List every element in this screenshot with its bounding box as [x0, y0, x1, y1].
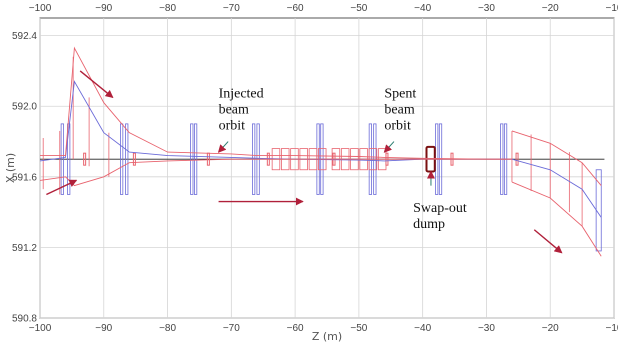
axis-ticks: −100 −100 −90 −90 −80 −80 −70 −70 −60 −60 −50 −50 −4…	[12, 3, 618, 334]
y-axis-title: X (m)	[4, 153, 17, 183]
corrector-element	[515, 152, 519, 166]
direction-arrow	[79, 70, 114, 99]
series-line	[511, 130, 602, 186]
x-axis-title: Z (m)	[312, 330, 342, 343]
quad-element	[194, 123, 198, 195]
x-tick-label-top: −50	[350, 3, 367, 14]
x-tick-label-top: −20	[542, 3, 559, 14]
annotation-line: Spent	[384, 86, 416, 101]
series-line	[40, 46, 512, 160]
series-line	[511, 181, 602, 257]
y-tick-label: 591.6	[12, 172, 37, 183]
x-tick-label: −20	[542, 323, 559, 334]
x-tick-label-top: −80	[159, 3, 176, 14]
x-tick-label: −40	[414, 323, 431, 334]
x-tick-label-top: −60	[287, 3, 304, 14]
x-tick-label: −100	[29, 323, 52, 334]
x-tick-label: −70	[223, 323, 240, 334]
x-tick-label: −80	[159, 323, 176, 334]
x-tick-label: −50	[350, 323, 367, 334]
annotation-line: Swap-out	[413, 201, 467, 216]
grid	[39, 18, 615, 319]
x-tick-label: −90	[95, 323, 112, 334]
series-lines	[39, 46, 602, 257]
annotation-line: beam	[384, 102, 414, 117]
y-tick-label: 592.4	[12, 31, 37, 42]
annotation-line: dump	[413, 217, 445, 232]
annotation-label: Swap-out dump	[413, 201, 467, 232]
corrector-element	[132, 152, 136, 166]
x-tick-label-top: −70	[223, 3, 240, 14]
x-tick-label: −30	[478, 323, 495, 334]
y-tick-label: 592.0	[12, 102, 37, 113]
x-tick-label-top: −40	[414, 3, 431, 14]
plot-frame	[39, 17, 615, 319]
annotation-label: Spent beam orbit	[384, 86, 416, 133]
annotation-line: Injected	[219, 86, 264, 101]
pointer-arrow	[383, 141, 395, 153]
series-line	[39, 158, 512, 187]
quad-element	[67, 123, 71, 195]
quad-element	[125, 123, 129, 195]
quad-element	[190, 123, 194, 195]
direction-arrows	[46, 70, 563, 254]
direction-arrow	[533, 229, 563, 254]
annotation-label: Injected beam orbit	[219, 86, 264, 133]
direction-arrow	[46, 179, 78, 196]
pointer-arrow	[217, 141, 229, 153]
y-tick-label: 590.8	[12, 314, 37, 325]
x-tick-label-top: −100	[29, 3, 52, 14]
x-tick-label: −10	[606, 323, 618, 334]
quad-element	[60, 123, 64, 195]
x-tick-label-top: −90	[95, 3, 112, 14]
annotation-line: beam	[219, 102, 249, 117]
x-tick-label-top: −30	[478, 3, 495, 14]
x-tick-label: −60	[287, 323, 304, 334]
corrector-element	[83, 152, 87, 166]
annotation-line: orbit	[384, 118, 411, 133]
annotation-line: orbit	[219, 118, 246, 133]
y-tick-label: 591.2	[12, 243, 37, 254]
x-tick-label-top: −10	[606, 3, 618, 14]
